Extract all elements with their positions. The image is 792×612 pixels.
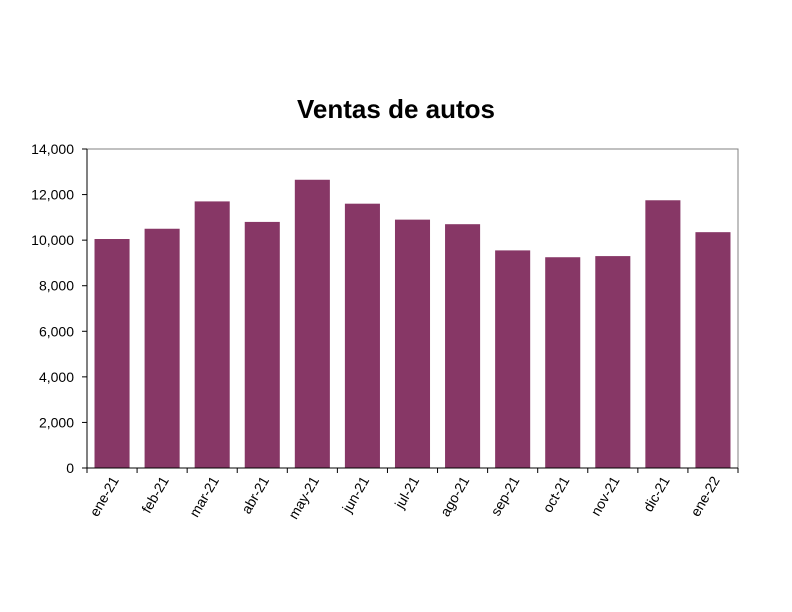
- bar-ene-21: [94, 239, 130, 468]
- bar-dic-21: [645, 200, 681, 468]
- bar-feb-21: [144, 228, 180, 468]
- x-tick-label: nov-21: [587, 473, 622, 518]
- x-tick-label: sep-21: [487, 473, 522, 518]
- x-tick-label: oct-21: [539, 473, 572, 515]
- y-tick-label: 14,000: [31, 141, 74, 157]
- y-tick-label: 10,000: [31, 232, 74, 248]
- bar-oct-21: [545, 257, 581, 468]
- y-tick-label: 2,000: [39, 414, 74, 430]
- y-tick-label: 0: [66, 460, 74, 476]
- y-tick-label: 4,000: [39, 369, 74, 385]
- x-tick-label: mar-21: [186, 473, 222, 520]
- bar-abr-21: [244, 221, 280, 468]
- y-axis: 0 2,000 4,000 6,000 8,000 10,000 12,000 14,000: [31, 141, 88, 476]
- y-tick-label: 6,000: [39, 323, 74, 339]
- bar-ene-22: [695, 232, 731, 468]
- x-axis: ene-21 feb-21 mar-21 abr-21 may-21 jun-21 jul-…: [86, 467, 739, 522]
- y-tick-label: 12,000: [31, 187, 74, 203]
- x-tick-label: ago-21: [437, 473, 473, 519]
- bar-sep-21: [495, 250, 531, 468]
- x-tick-label: ene-22: [687, 473, 723, 519]
- bar-may-21: [294, 179, 330, 468]
- x-tick-label: jun-21: [338, 473, 372, 516]
- bar-nov-21: [595, 256, 631, 468]
- bar-jul-21: [394, 219, 431, 468]
- x-tick-label: ene-21: [86, 473, 122, 519]
- x-tick-label: dic-21: [640, 473, 673, 514]
- x-tick-label: jul-21: [391, 473, 423, 512]
- bar-mar-21: [194, 201, 230, 468]
- x-tick-label: feb-21: [138, 473, 172, 516]
- x-tick-label: may-21: [285, 473, 322, 522]
- y-tick-label: 8,000: [39, 278, 74, 294]
- chart-title: Ventas de autos: [297, 94, 495, 124]
- bar-ago-21: [445, 224, 481, 468]
- x-tick-label: abr-21: [238, 473, 272, 516]
- bars: [94, 179, 731, 468]
- bar-jun-21: [344, 203, 380, 468]
